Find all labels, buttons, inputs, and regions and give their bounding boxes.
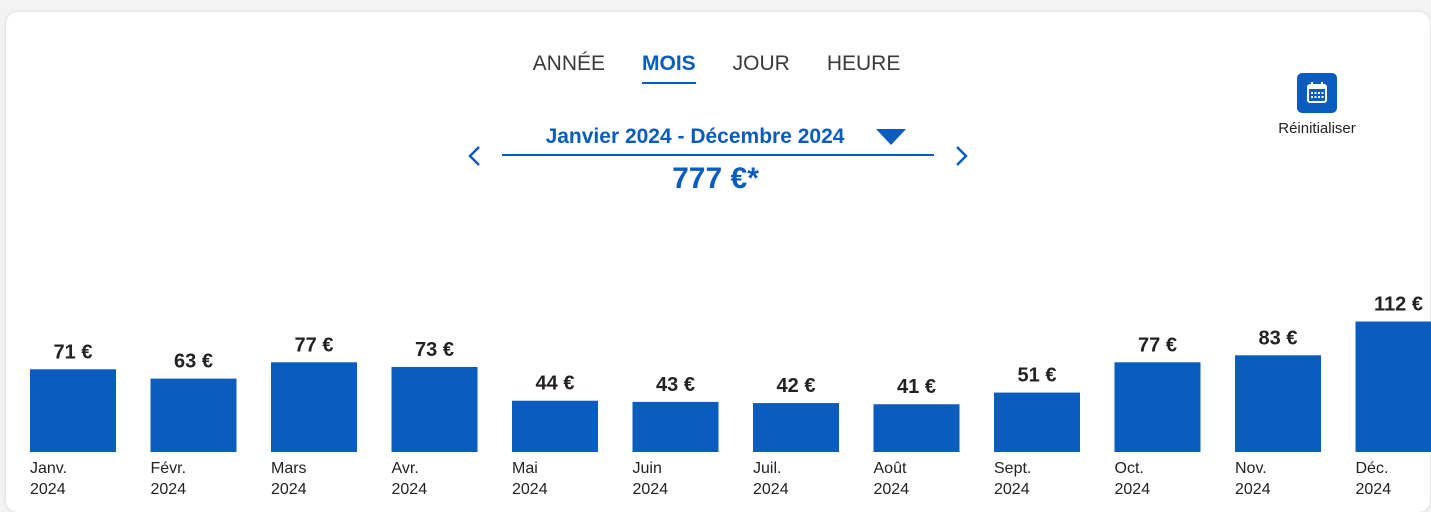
bar-value-label: 43 € <box>656 374 695 396</box>
chart-bar[interactable] <box>994 393 1080 452</box>
chart-bar[interactable] <box>151 379 237 452</box>
bar-value-label: 73 € <box>415 339 454 361</box>
bar-value-label: 83 € <box>1259 327 1298 349</box>
chart-bar[interactable] <box>753 403 839 452</box>
chart-bar[interactable] <box>874 404 960 452</box>
category-label: Nov.2024 <box>1235 460 1271 498</box>
bar-value-label: 112 € <box>1374 294 1423 316</box>
chart-bar[interactable] <box>512 401 598 452</box>
chart-bar[interactable] <box>1115 362 1201 452</box>
chart-bar[interactable] <box>271 362 357 452</box>
category-label: Sept.2024 <box>994 460 1031 498</box>
category-label: Déc.2024 <box>1356 460 1392 498</box>
category-label: Avr.2024 <box>392 460 428 498</box>
bar-value-label: 77 € <box>295 334 334 356</box>
category-label: Févr.2024 <box>151 460 187 498</box>
bar-value-label: 63 € <box>174 351 213 373</box>
bar-value-label: 41 € <box>897 376 936 398</box>
bar-value-label: 42 € <box>777 375 816 397</box>
chart-bar[interactable] <box>392 367 478 452</box>
chart-bar[interactable] <box>1356 322 1431 452</box>
bar-value-label: 44 € <box>536 373 575 395</box>
chart-bar[interactable] <box>633 402 719 452</box>
chart-bar[interactable] <box>1235 355 1321 452</box>
bar-value-label: 71 € <box>54 341 93 363</box>
bar-value-label: 77 € <box>1138 334 1177 356</box>
bar-value-label: 51 € <box>1018 365 1057 387</box>
chart-bar[interactable] <box>30 369 116 452</box>
category-label: Janv.2024 <box>30 460 67 498</box>
category-label: Juil.2024 <box>753 460 789 498</box>
category-label: Oct.2024 <box>1115 460 1151 498</box>
